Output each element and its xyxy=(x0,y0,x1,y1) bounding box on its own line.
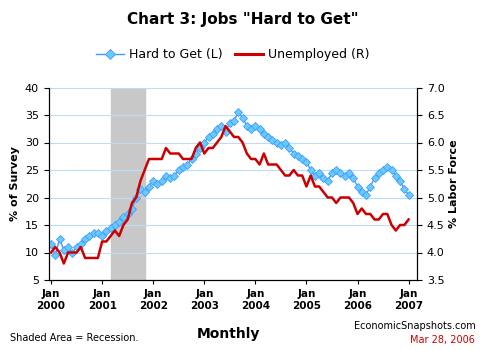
Legend: Hard to Get (L), Unemployed (R): Hard to Get (L), Unemployed (R) xyxy=(91,43,373,66)
Text: Chart 3: Jobs "Hard to Get": Chart 3: Jobs "Hard to Get" xyxy=(126,12,358,27)
Bar xyxy=(110,88,144,280)
Text: Mar 28, 2006: Mar 28, 2006 xyxy=(409,335,474,345)
Text: Shaded Area = Recession.: Shaded Area = Recession. xyxy=(10,333,138,343)
Text: EconomicSnapshots.com: EconomicSnapshots.com xyxy=(353,321,474,331)
Y-axis label: % of Survey: % of Survey xyxy=(11,146,20,221)
Text: Monthly: Monthly xyxy=(196,327,259,341)
Y-axis label: % Labor Force: % Labor Force xyxy=(448,139,458,228)
